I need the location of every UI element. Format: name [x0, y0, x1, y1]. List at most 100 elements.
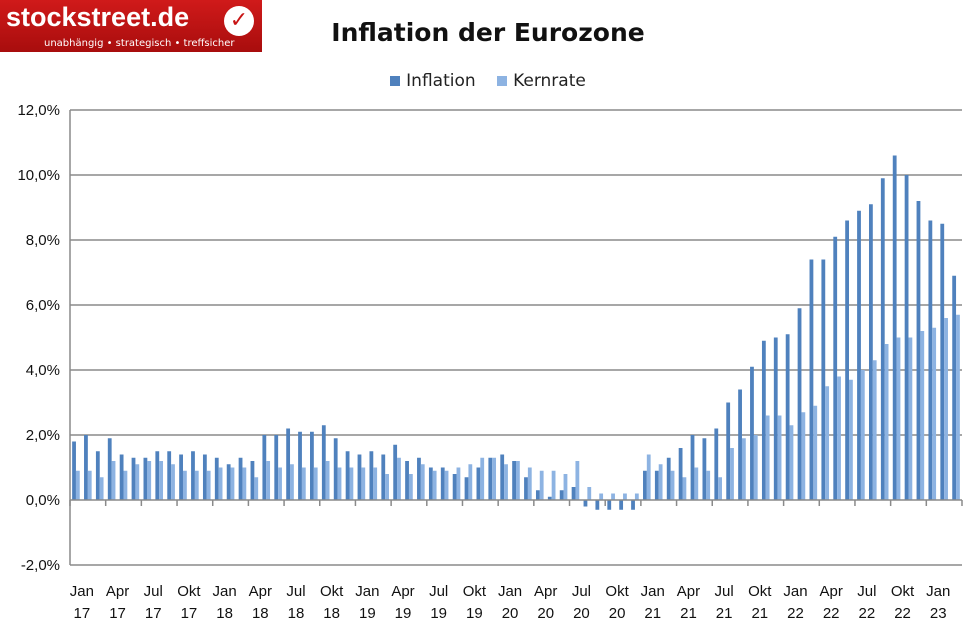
bar-inflation: [892, 155, 897, 500]
bar-inflation: [262, 435, 267, 500]
bar-inflation: [476, 467, 481, 500]
x-tick-label-month: Okt: [320, 583, 344, 600]
x-tick-label-month: Okt: [748, 583, 772, 600]
bar-kernrate: [932, 327, 937, 500]
bar-kernrate: [99, 477, 104, 500]
x-tick-label-year: 20: [573, 605, 590, 622]
bar-kernrate: [825, 386, 830, 500]
bar-kernrate: [872, 360, 877, 500]
bar-inflation: [524, 477, 528, 500]
bar-inflation: [357, 454, 362, 500]
bar-kernrate: [837, 376, 841, 500]
bar-kernrate: [385, 474, 389, 500]
bar-inflation: [238, 457, 243, 500]
bar-inflation: [559, 490, 564, 500]
bar-kernrate: [539, 470, 544, 500]
x-tick-label-year: 19: [466, 605, 483, 622]
bar-inflation: [880, 178, 885, 500]
bar-kernrate: [765, 415, 770, 500]
x-tick-label-year: 18: [216, 605, 233, 622]
bar-kernrate: [516, 461, 520, 500]
legend-swatch-kernrate: [497, 76, 508, 86]
bar-kernrate: [254, 477, 259, 500]
bar-kernrate: [468, 464, 473, 500]
bar-inflation: [405, 461, 409, 500]
bar-inflation: [393, 444, 398, 500]
bar-inflation: [547, 496, 552, 500]
legend-swatch-inflation: [390, 76, 401, 86]
x-tick-label-month: Jan: [355, 583, 379, 600]
bar-inflation: [512, 461, 516, 500]
bar-kernrate: [753, 435, 758, 500]
bar-kernrate: [218, 467, 223, 500]
y-tick-label: 0,0%: [26, 492, 60, 509]
x-tick-label-month: Jan: [70, 583, 94, 600]
bar-inflation: [904, 175, 909, 500]
bar-kernrate: [599, 493, 604, 500]
bar-kernrate: [123, 470, 128, 500]
bar-inflation: [202, 454, 207, 500]
bar-kernrate: [290, 464, 294, 500]
x-tick-label-year: 19: [359, 605, 376, 622]
bar-inflation: [298, 431, 302, 500]
x-tick-label-year: 22: [894, 605, 911, 622]
bar-inflation: [155, 451, 160, 500]
bar-kernrate: [278, 467, 282, 500]
x-tick-label-year: 21: [680, 605, 697, 622]
bar-kernrate: [373, 467, 378, 500]
bar-inflation: [797, 308, 802, 500]
bar-inflation: [868, 204, 873, 500]
bar-inflation: [535, 490, 540, 500]
bar-inflation: [250, 461, 255, 500]
bar-kernrate: [658, 464, 663, 500]
bar-inflation: [619, 500, 624, 510]
x-tick-label-month: Jul: [429, 583, 448, 600]
bar-inflation: [488, 457, 493, 500]
legend-label-kernrate: Kernrate: [513, 71, 586, 91]
bar-kernrate: [325, 461, 330, 500]
bar-inflation: [286, 428, 291, 500]
bar-inflation: [381, 454, 386, 500]
x-tick-label-year: 17: [181, 605, 198, 622]
x-tick-label-month: Apr: [249, 583, 272, 600]
bar-inflation: [310, 431, 314, 500]
bar-kernrate: [444, 470, 449, 500]
y-tick-label: 2,0%: [26, 427, 60, 444]
bar-kernrate: [75, 470, 80, 500]
x-tick-label-month: Apr: [106, 583, 129, 600]
bar-inflation: [464, 477, 469, 500]
bar-inflation: [821, 259, 826, 500]
y-tick-label: -2,0%: [21, 557, 60, 574]
bar-kernrate: [492, 457, 497, 500]
x-tick-label-month: Okt: [891, 583, 915, 600]
bar-inflation: [143, 457, 148, 500]
bar-kernrate: [623, 493, 627, 500]
x-tick-label-month: Apr: [534, 583, 557, 600]
bar-kernrate: [171, 464, 175, 500]
bar-inflation: [191, 451, 195, 500]
bar-inflation: [857, 210, 861, 500]
bar-inflation: [119, 454, 124, 500]
x-tick-label-year: 20: [537, 605, 554, 622]
bar-inflation: [226, 464, 231, 500]
x-tick-label-year: 22: [823, 605, 840, 622]
x-tick-label-year: 17: [145, 605, 162, 622]
bar-kernrate: [741, 438, 746, 500]
bar-kernrate: [551, 470, 556, 500]
bar-kernrate: [504, 464, 508, 500]
bar-inflation: [761, 340, 766, 500]
x-tick-label-month: Apr: [820, 583, 843, 600]
bar-kernrate: [147, 461, 152, 500]
bar-inflation: [214, 457, 219, 500]
x-tick-label-year: 18: [288, 605, 305, 622]
bar-inflation: [631, 500, 635, 510]
legend-item-inflation: Inflation: [390, 71, 476, 91]
bar-inflation: [595, 500, 600, 510]
x-tick-label-year: 22: [859, 605, 876, 622]
bar-kernrate: [694, 467, 699, 500]
bar-kernrate: [789, 425, 794, 500]
bar-kernrate: [801, 412, 806, 500]
bar-kernrate: [337, 467, 342, 500]
bar-inflation: [714, 428, 719, 500]
